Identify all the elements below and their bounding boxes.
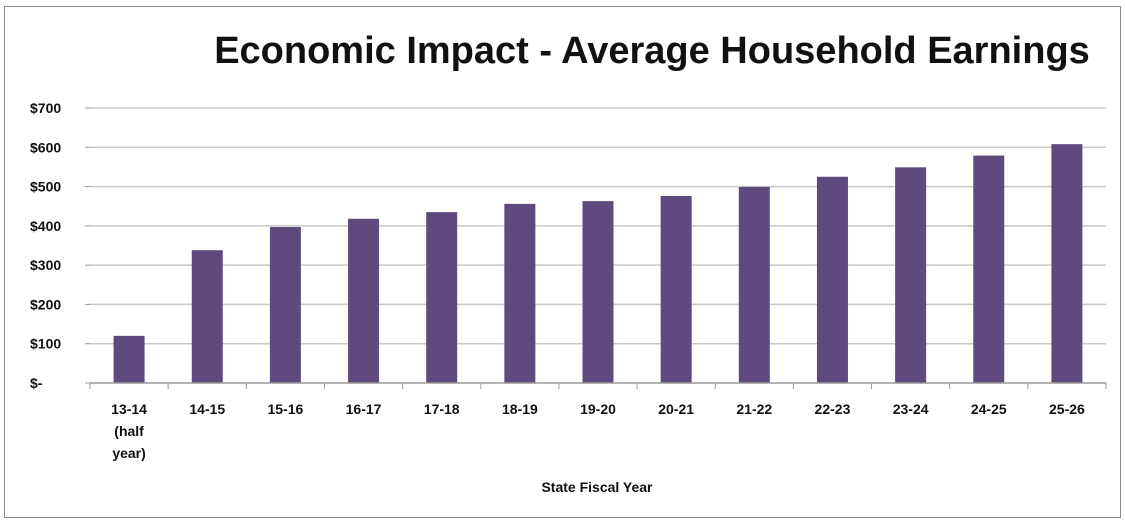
bar <box>113 335 145 383</box>
bar <box>973 155 1005 383</box>
bar <box>1051 144 1083 383</box>
x-tick-label: 25-26 <box>1049 401 1085 417</box>
bar <box>738 186 770 383</box>
x-tick-label: 24-25 <box>971 401 1007 417</box>
x-tick-label: 18-19 <box>502 401 538 417</box>
x-tick-label: 19-20 <box>580 401 616 417</box>
x-tick-label: 13-14 (half year) <box>111 401 147 461</box>
bar <box>426 212 458 383</box>
y-tick-label: $200 <box>30 296 61 312</box>
bars <box>113 144 1083 383</box>
x-tick-label: 21-22 <box>736 401 772 417</box>
bar <box>895 167 927 383</box>
bar <box>504 203 536 383</box>
chart-title: Economic Impact - Average Household Earn… <box>214 30 1090 72</box>
x-tick-label: 17-18 <box>424 401 460 417</box>
bar <box>660 196 692 383</box>
bar <box>269 227 301 383</box>
x-tick-label: 23-24 <box>893 401 929 417</box>
x-tick-label: 15-16 <box>267 401 303 417</box>
y-tick-label: $300 <box>30 257 61 273</box>
bar <box>582 201 614 383</box>
x-tick-label: 22-23 <box>815 401 851 417</box>
y-tick-label: $100 <box>30 336 61 352</box>
y-tick-label: $500 <box>30 179 61 195</box>
gridlines <box>90 107 1106 345</box>
chart-frame <box>4 6 1121 518</box>
bar <box>191 250 223 383</box>
y-tick-label: $- <box>30 375 43 391</box>
x-axis-label: State Fiscal Year <box>541 479 653 495</box>
y-tick-label: $400 <box>30 218 61 234</box>
x-axis-ticks: 13-14 (half year) 14-15 15-16 16-17 17-18 18-19… <box>89 383 1107 461</box>
bar <box>816 176 848 383</box>
bar <box>348 218 380 383</box>
y-axis-ticks: $- $100 $200 $300 $400 $500 $600 $700 <box>30 100 90 391</box>
y-tick-label: $700 <box>30 100 61 116</box>
y-tick-label: $600 <box>30 139 61 155</box>
x-tick-label: 16-17 <box>346 401 382 417</box>
x-tick-label: 14-15 <box>189 401 225 417</box>
x-tick-label: 20-21 <box>658 401 694 417</box>
